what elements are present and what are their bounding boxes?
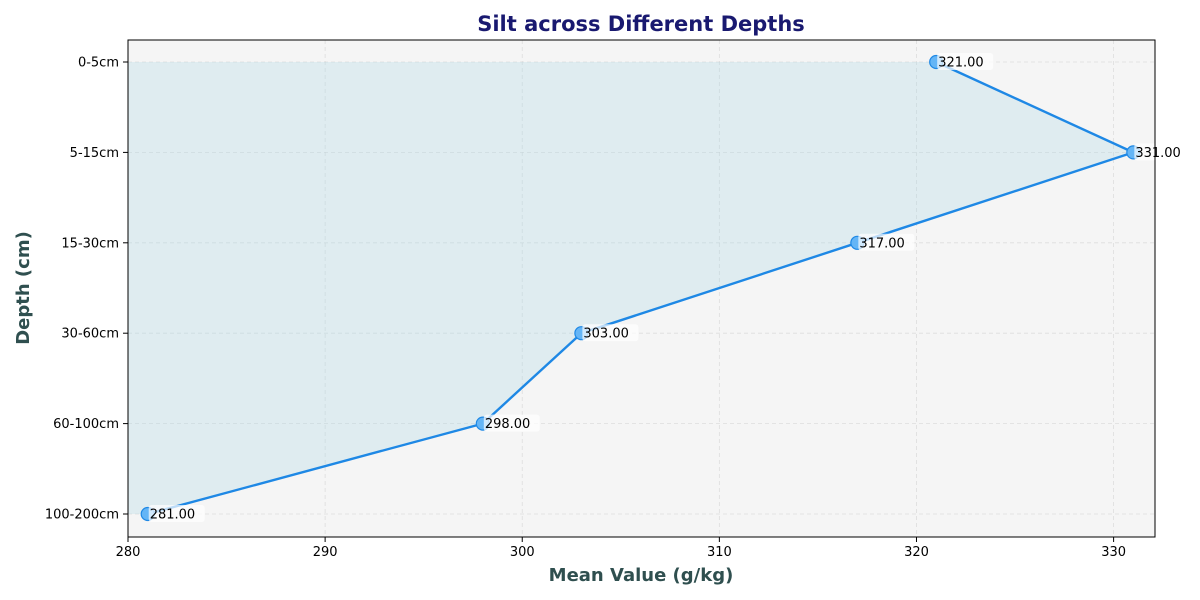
- x-tick-label: 300: [510, 545, 535, 560]
- data-label-background: [483, 414, 540, 432]
- data-label-background: [858, 233, 915, 251]
- series-line: [147, 60, 1135, 516]
- x-tick-label: 290: [313, 545, 338, 560]
- data-label: 317.00: [859, 236, 905, 251]
- x-tick-label: 330: [1101, 545, 1126, 560]
- data-label-background: [582, 324, 639, 342]
- plot-area: [128, 40, 1155, 537]
- y-tick-label: 15-30cm: [61, 236, 119, 251]
- y-tick-label: 0-5cm: [78, 56, 119, 71]
- data-label-background: [148, 505, 205, 522]
- x-tick-label: 310: [707, 545, 732, 560]
- x-axis-ticks: 280 290 300 310 320 330: [116, 537, 1126, 560]
- y-tick-label: 5-15cm: [70, 146, 119, 161]
- y-axis-label: Depth (cm): [13, 231, 34, 345]
- y-tick-label: 100-200cm: [45, 508, 119, 523]
- y-axis-ticks: 0-5cm 5-15cm 15-30cm 30-60cm 60-100cm 100-200…: [45, 56, 128, 523]
- area-fill: [128, 62, 1134, 514]
- data-label: 303.00: [583, 327, 629, 342]
- plot-frame: [127, 39, 1156, 538]
- y-tick-label: 60-100cm: [53, 417, 119, 432]
- data-label: 281.00: [150, 508, 196, 523]
- data-labels: 321.00 331.00 317.00 303.00 298.00 281.00: [148, 53, 1191, 523]
- y-tick-label: 30-60cm: [61, 327, 119, 342]
- data-label-background: [937, 53, 994, 70]
- data-label: 298.00: [485, 417, 530, 432]
- x-axis-label: Mean Value (g/kg): [549, 565, 734, 586]
- x-tick-label: 280: [116, 545, 141, 560]
- data-label: 331.00: [1135, 146, 1181, 161]
- data-label-background: [1134, 143, 1191, 161]
- x-tick-label: 320: [904, 545, 929, 560]
- chart-title: Silt across Different Depths: [477, 12, 805, 36]
- data-label: 321.00: [938, 56, 984, 71]
